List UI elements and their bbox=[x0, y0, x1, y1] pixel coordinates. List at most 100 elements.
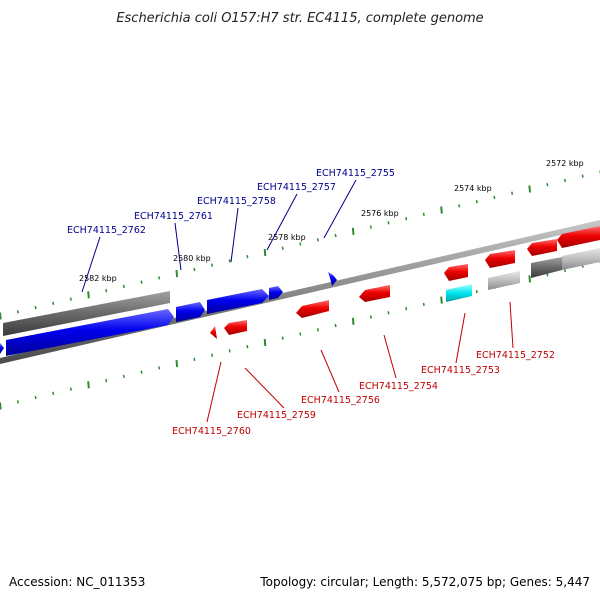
major-tick bbox=[0, 312, 2, 320]
gene-2754[interactable] bbox=[359, 285, 390, 302]
gene-2758[interactable] bbox=[207, 289, 269, 314]
minor-tick bbox=[387, 311, 390, 315]
gene-label-2756[interactable]: ECH74115_2756 bbox=[301, 395, 380, 406]
major-tick bbox=[440, 206, 443, 214]
gene-right-red-1[interactable] bbox=[527, 239, 557, 256]
major-tick bbox=[528, 275, 531, 283]
minor-tick bbox=[140, 370, 143, 374]
minor-tick bbox=[52, 301, 55, 305]
minor-tick bbox=[581, 174, 584, 178]
major-tick bbox=[528, 185, 531, 193]
minor-tick bbox=[140, 280, 143, 284]
gene-2762-gray[interactable] bbox=[3, 291, 170, 336]
minor-tick bbox=[369, 315, 372, 319]
major-tick bbox=[263, 248, 267, 257]
minor-tick bbox=[369, 225, 372, 229]
gene-2753-red[interactable] bbox=[444, 264, 468, 281]
minor-tick bbox=[69, 297, 72, 301]
forward-label-leaders bbox=[81, 179, 357, 293]
gene-2757[interactable] bbox=[269, 286, 283, 300]
page-title: Escherichia coli O157:H7 str. EC4115, co… bbox=[116, 11, 483, 26]
major-tick bbox=[175, 270, 179, 278]
tick-label: 2582 kbp bbox=[79, 274, 117, 283]
minor-tick bbox=[69, 387, 72, 391]
minor-tick bbox=[211, 263, 214, 267]
tick-label: 2574 kbp bbox=[454, 184, 492, 193]
reverse-genes bbox=[210, 226, 600, 339]
minor-tick bbox=[16, 310, 19, 314]
minor-tick bbox=[34, 305, 37, 310]
tick-label: 2580 kbp bbox=[173, 254, 211, 263]
gene-left-stub[interactable] bbox=[0, 343, 4, 354]
minor-tick bbox=[334, 233, 337, 238]
forward-gene-labels: ECH74115_2762 ECH74115_2761 ECH74115_275… bbox=[67, 168, 395, 236]
gene-2760[interactable] bbox=[210, 326, 217, 339]
minor-tick bbox=[52, 391, 55, 395]
gene-label-2758[interactable]: ECH74115_2758 bbox=[197, 196, 276, 207]
forward-genes bbox=[0, 248, 600, 356]
gene-label-2754[interactable]: ECH74115_2754 bbox=[359, 381, 438, 392]
gene-label-2757[interactable]: ECH74115_2757 bbox=[257, 182, 336, 193]
gene-2756[interactable] bbox=[296, 300, 329, 318]
footer-accession: Accession: NC_011353 bbox=[9, 575, 145, 589]
minor-tick bbox=[563, 268, 567, 273]
gene-label-2760[interactable]: ECH74115_2760 bbox=[172, 426, 251, 437]
minor-tick bbox=[246, 345, 249, 349]
minor-tick bbox=[122, 374, 125, 379]
minor-tick bbox=[563, 178, 567, 183]
gene-label-2755[interactable]: ECH74115_2755 bbox=[316, 168, 395, 179]
gene-2762-blue[interactable] bbox=[6, 309, 174, 356]
major-tick bbox=[263, 338, 267, 347]
gene-right-gray-1[interactable] bbox=[531, 257, 562, 278]
minor-tick bbox=[475, 199, 478, 204]
minor-tick bbox=[105, 378, 108, 383]
minor-tick bbox=[105, 288, 108, 293]
tick-labels: 2582 kbp 2580 kbp 2578 kbp 2576 kbp 2574… bbox=[79, 159, 584, 283]
gene-2752-red[interactable] bbox=[485, 250, 515, 268]
minor-tick bbox=[422, 302, 425, 307]
minor-tick bbox=[334, 323, 337, 328]
minor-tick bbox=[299, 332, 302, 336]
tick-label: 2572 kbp bbox=[546, 159, 584, 168]
minor-tick bbox=[458, 204, 461, 208]
major-tick bbox=[175, 360, 179, 368]
minor-tick bbox=[475, 289, 478, 294]
minor-tick bbox=[493, 195, 496, 200]
minor-tick bbox=[193, 357, 196, 362]
minor-tick bbox=[211, 353, 214, 357]
minor-tick bbox=[511, 191, 514, 195]
gene-2759[interactable] bbox=[224, 320, 247, 335]
major-tick bbox=[351, 317, 355, 325]
gene-2761[interactable] bbox=[176, 302, 205, 322]
tick-label: 2576 kbp bbox=[361, 209, 399, 218]
minor-tick bbox=[228, 259, 231, 263]
major-tick bbox=[440, 296, 443, 304]
gene-label-2752[interactable]: ECH74115_2752 bbox=[476, 350, 555, 361]
major-tick bbox=[87, 381, 90, 389]
gene-label-2762[interactable]: ECH74115_2762 bbox=[67, 225, 146, 236]
gene-right-red-2[interactable] bbox=[557, 226, 600, 248]
reverse-gene-labels: ECH74115_2760 ECH74115_2759 ECH74115_275… bbox=[172, 350, 555, 437]
minor-tick bbox=[405, 306, 408, 311]
gene-2752-gray[interactable] bbox=[488, 271, 520, 290]
minor-tick bbox=[281, 336, 284, 340]
gene-2753-cyan[interactable] bbox=[446, 284, 472, 302]
minor-tick bbox=[546, 183, 549, 187]
minor-tick bbox=[34, 395, 37, 400]
minor-tick bbox=[16, 400, 19, 404]
footer-summary: Topology: circular; Length: 5,572,075 bp… bbox=[259, 575, 590, 589]
gene-label-2761[interactable]: ECH74115_2761 bbox=[134, 211, 213, 222]
gene-2755[interactable] bbox=[328, 272, 337, 286]
gene-right-gray-2[interactable] bbox=[562, 248, 600, 270]
minor-tick bbox=[122, 284, 125, 289]
major-tick bbox=[0, 402, 2, 410]
tick-label: 2578 kbp bbox=[268, 233, 306, 242]
minor-tick bbox=[316, 328, 319, 332]
gene-label-2753[interactable]: ECH74115_2753 bbox=[421, 365, 500, 376]
minor-tick bbox=[246, 255, 249, 259]
minor-tick bbox=[422, 212, 425, 217]
reverse-label-leaders bbox=[206, 301, 514, 423]
major-tick bbox=[87, 291, 90, 299]
gene-label-2759[interactable]: ECH74115_2759 bbox=[237, 410, 316, 421]
